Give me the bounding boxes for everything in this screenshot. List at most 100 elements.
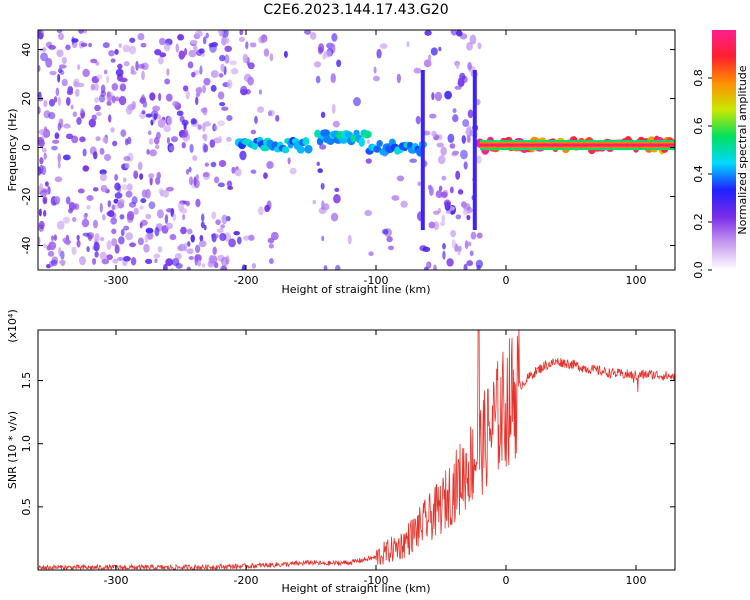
heatmap-speckle xyxy=(452,150,460,155)
heatmap-speckle xyxy=(466,41,473,51)
heatmap-speckle xyxy=(424,30,432,36)
heatmap-speckle xyxy=(145,227,154,234)
heatmap-speckle xyxy=(195,174,199,181)
heatmap-speckle xyxy=(195,87,202,94)
heatmap-speckle xyxy=(239,150,247,161)
heatmap-speckle xyxy=(148,201,156,210)
heatmap-speckle xyxy=(114,96,120,102)
heatmap-speckle xyxy=(365,158,372,164)
heatmap-speckle xyxy=(433,210,440,215)
heatmap-speckle xyxy=(330,212,339,222)
heatmap-speckle xyxy=(194,244,201,254)
heatmap-speckle xyxy=(316,161,320,167)
heatmap-speckle xyxy=(226,180,233,188)
heatmap-speckle xyxy=(95,136,101,142)
heatmap-signal-cell xyxy=(353,129,360,137)
heatmap-speckle xyxy=(211,211,217,220)
heatmap-speckle xyxy=(178,50,186,60)
colorbar: 0.0 0.2 0.4 0.6 0.8 Normalized spectral ampl… xyxy=(692,30,749,279)
heatmap-speckle xyxy=(334,187,340,192)
heatmap-speckle xyxy=(122,256,131,262)
heatmap-speckle xyxy=(125,190,133,198)
heatmap-speckle xyxy=(51,145,58,151)
heatmap-speckle xyxy=(322,53,327,60)
heatmap-speckle xyxy=(442,250,446,260)
heatmap-speckle xyxy=(38,65,41,72)
heatmap-speckle xyxy=(114,173,119,181)
heatmap-speckle xyxy=(438,46,442,52)
heatmap-speckle xyxy=(124,138,129,146)
heatmap-speckle xyxy=(148,138,154,145)
heatmap-speckle xyxy=(94,97,100,104)
y-tick-label: 40 xyxy=(20,43,33,57)
heatmap-speckle xyxy=(270,231,279,241)
x-tick-label: 0 xyxy=(503,274,510,287)
heatmap-speckle xyxy=(42,243,48,249)
heatmap-speckle xyxy=(457,189,464,195)
heatmap-speckle xyxy=(331,33,338,42)
heatmap-speckle xyxy=(219,102,226,107)
heatmap-speckle xyxy=(172,100,180,107)
heatmap-speckle xyxy=(230,68,239,75)
heatmap-speckle xyxy=(94,251,99,258)
heatmap-speckle xyxy=(313,61,322,68)
heatmap-speckle xyxy=(386,236,393,243)
heatmap-speckle xyxy=(139,222,143,229)
heatmap-speckle xyxy=(201,213,205,222)
heatmap-speckle xyxy=(168,145,175,152)
heatmap-speckle xyxy=(258,89,263,95)
heatmap-signal-cell xyxy=(376,140,383,147)
heatmap-speckle xyxy=(54,132,60,140)
heatmap-speckle xyxy=(179,207,188,214)
heatmap-speckle xyxy=(476,232,483,239)
heatmap-signal-cell xyxy=(373,145,382,153)
heatmap-speckle xyxy=(218,135,222,144)
heatmap-speckle xyxy=(175,263,183,269)
heatmap-speckle xyxy=(188,49,197,58)
heatmap-speckle xyxy=(153,113,158,121)
heatmap-speckle xyxy=(91,114,97,121)
y-tick-label: 0 xyxy=(20,144,33,151)
heatmap-speckle xyxy=(107,200,112,208)
heatmap-speckle xyxy=(38,220,45,230)
heatmap-speckle xyxy=(188,166,192,173)
heatmap-speckle xyxy=(94,232,100,243)
heatmap-speckle xyxy=(462,209,469,216)
heatmap-speckle xyxy=(58,64,67,69)
heatmap-speckle xyxy=(145,213,152,220)
heatmap-speckle xyxy=(43,209,47,217)
heatmap-speckle xyxy=(251,262,257,269)
heatmap-speckle xyxy=(51,235,55,241)
heatmap-speckle xyxy=(57,32,65,41)
heatmap-speckle xyxy=(39,47,48,52)
heatmap-speckle xyxy=(119,214,125,220)
heatmap-speckle xyxy=(41,165,47,176)
heatmap-speckle xyxy=(83,30,87,34)
heatmap-speckle xyxy=(469,250,474,257)
heatmap-speckle xyxy=(65,133,74,140)
heatmap-speckle xyxy=(409,158,418,163)
heatmap-speckle xyxy=(455,30,463,37)
heatmap-speckle xyxy=(436,142,444,148)
heatmap-speckle xyxy=(458,77,464,83)
heatmap-speckle xyxy=(185,200,190,207)
heatmap-speckle xyxy=(423,266,429,270)
heatmap-speckle xyxy=(464,240,469,250)
heatmap-speckle xyxy=(202,84,206,94)
heatmap-y-axis-label: Frequency (Hz) xyxy=(6,109,19,192)
heatmap-speckle xyxy=(221,214,228,225)
x-tick-label: 100 xyxy=(626,274,647,287)
heatmap-speckle xyxy=(153,253,161,259)
heatmap-speckle xyxy=(119,77,128,83)
heatmap-speckle xyxy=(463,161,468,170)
heatmap-speckle xyxy=(102,42,110,49)
heatmap-speckle xyxy=(221,106,229,111)
heatmap-speckle xyxy=(180,226,187,235)
heatmap-speckle xyxy=(202,171,211,181)
heatmap-speckle xyxy=(460,149,468,160)
heatmap-vertical-streak xyxy=(420,70,425,230)
heatmap-speckle xyxy=(38,128,47,136)
heatmap-speckle xyxy=(76,82,85,88)
heatmap-speckle xyxy=(65,97,71,106)
heatmap-speckle xyxy=(455,62,460,70)
